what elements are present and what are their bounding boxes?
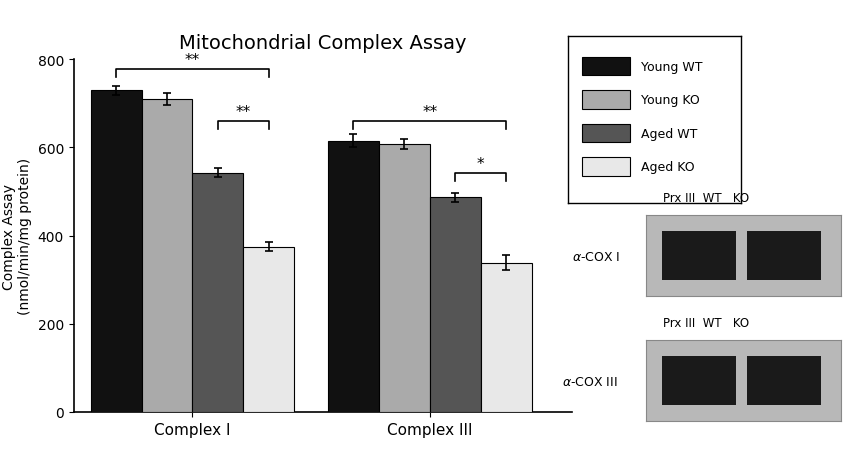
Text: Young KO: Young KO [641,94,700,107]
FancyBboxPatch shape [582,125,630,143]
FancyBboxPatch shape [582,58,630,76]
Bar [430,198,480,412]
Bar [379,144,430,412]
Text: Young WT: Young WT [641,61,702,74]
FancyBboxPatch shape [582,91,630,110]
Text: $\alpha$-COX I: $\alpha$-COX I [572,250,621,263]
Text: Prx III  WT   KO: Prx III WT KO [663,192,749,205]
Title: Mitochondrial Complex Assay: Mitochondrial Complex Assay [179,34,466,53]
Bar [141,100,192,412]
Text: Prx III  WT   KO: Prx III WT KO [663,317,749,330]
Text: $\alpha$-COX III: $\alpha$-COX III [562,375,617,388]
FancyBboxPatch shape [747,232,822,280]
FancyBboxPatch shape [662,232,735,280]
Text: Aged WT: Aged WT [641,127,697,140]
Text: **: ** [422,105,438,120]
Text: *: * [477,156,485,171]
FancyBboxPatch shape [582,158,630,176]
Bar [192,173,244,412]
FancyBboxPatch shape [747,357,822,405]
Bar [328,142,379,412]
Bar [244,247,294,412]
Bar [91,91,141,412]
Text: Aged KO: Aged KO [641,161,694,174]
Y-axis label: Complex Assay
(nmol/min/mg protein): Complex Assay (nmol/min/mg protein) [2,158,32,314]
Text: **: ** [236,105,251,120]
Bar [480,263,531,412]
Text: **: ** [185,53,200,68]
FancyBboxPatch shape [662,357,735,405]
